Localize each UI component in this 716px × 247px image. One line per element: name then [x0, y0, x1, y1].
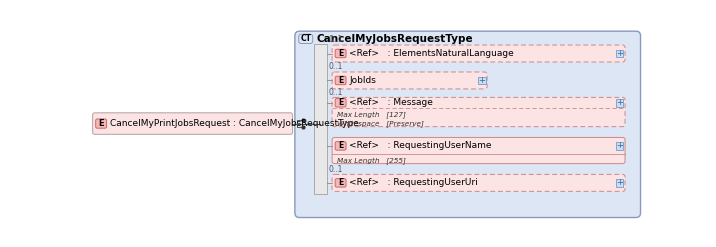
Text: E: E: [338, 178, 343, 187]
Text: E: E: [98, 119, 104, 128]
Text: CancelMyPrintJobsRequest : CancelMyJobsRequestType: CancelMyPrintJobsRequest : CancelMyJobsR…: [110, 119, 359, 128]
Text: JobIds: JobIds: [349, 76, 376, 85]
FancyBboxPatch shape: [96, 119, 107, 128]
FancyBboxPatch shape: [332, 174, 625, 191]
Text: <Ref>   : ElementsNaturalLanguage: <Ref> : ElementsNaturalLanguage: [349, 49, 514, 58]
Text: +: +: [616, 178, 623, 187]
Bar: [478, 77, 485, 84]
FancyBboxPatch shape: [335, 142, 346, 150]
FancyBboxPatch shape: [335, 179, 346, 187]
FancyBboxPatch shape: [332, 72, 487, 89]
Text: CancelMyJobsRequestType: CancelMyJobsRequestType: [316, 34, 473, 44]
Text: +: +: [616, 98, 623, 107]
Bar: [616, 179, 624, 187]
Text: +: +: [616, 49, 623, 58]
Text: <Ref>   : RequestingUserName: <Ref> : RequestingUserName: [349, 142, 492, 150]
FancyBboxPatch shape: [299, 34, 313, 43]
Bar: [314, 43, 326, 194]
Text: E: E: [338, 98, 343, 107]
Text: E: E: [338, 142, 343, 150]
Text: +: +: [478, 76, 485, 85]
Text: Max Length   [255]: Max Length [255]: [337, 157, 405, 164]
Text: E: E: [338, 76, 343, 85]
Text: 0..1: 0..1: [328, 62, 342, 71]
FancyBboxPatch shape: [335, 49, 346, 58]
Text: <Ref>   : RequestingUserUri: <Ref> : RequestingUserUri: [349, 178, 478, 187]
FancyBboxPatch shape: [332, 137, 625, 164]
Text: Whitespace   [Preserve]: Whitespace [Preserve]: [337, 120, 424, 127]
Bar: [616, 99, 624, 107]
Text: 0..1: 0..1: [328, 88, 342, 97]
Text: +: +: [616, 142, 623, 150]
Text: 0..1: 0..1: [328, 35, 342, 44]
Text: Max Length   [127]: Max Length [127]: [337, 111, 405, 118]
Text: CT: CT: [300, 34, 311, 43]
Bar: [616, 50, 624, 57]
FancyBboxPatch shape: [335, 99, 346, 107]
FancyBboxPatch shape: [92, 113, 293, 134]
FancyBboxPatch shape: [332, 45, 625, 62]
Text: <Ref>   : Message: <Ref> : Message: [349, 98, 433, 107]
Text: 0..1: 0..1: [328, 165, 342, 174]
Bar: [616, 142, 624, 150]
FancyBboxPatch shape: [295, 31, 641, 218]
FancyBboxPatch shape: [332, 97, 625, 127]
FancyBboxPatch shape: [335, 76, 346, 85]
Text: E: E: [338, 49, 343, 58]
